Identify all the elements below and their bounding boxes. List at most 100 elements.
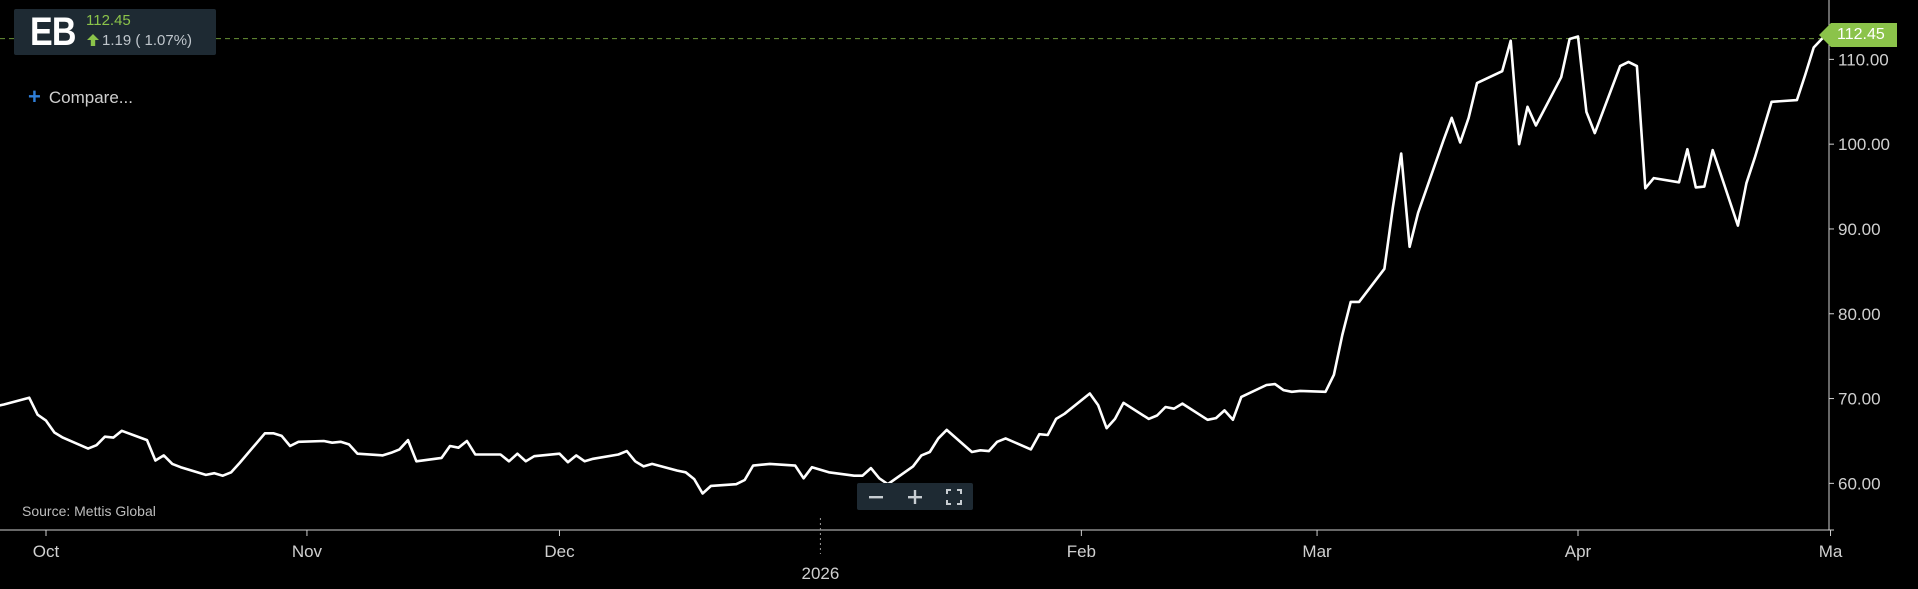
- price-point: [163, 454, 165, 457]
- price-point: [45, 419, 47, 422]
- price-point: [1442, 140, 1445, 142]
- price-point: [440, 457, 443, 459]
- price-point: [1535, 124, 1537, 127]
- price-point: [1030, 448, 1032, 451]
- price-point: [870, 467, 872, 469]
- x-tick-label: Apr: [1565, 542, 1592, 561]
- price-point: [516, 452, 519, 455]
- price-point: [642, 465, 645, 468]
- price-point: [466, 440, 468, 442]
- price-point: [474, 453, 477, 456]
- price-point: [676, 469, 679, 472]
- price-point: [617, 453, 620, 456]
- price-point: [979, 449, 982, 452]
- price-point: [1206, 419, 1209, 421]
- price-point: [1450, 117, 1453, 119]
- compare-button[interactable]: + Compare...: [28, 84, 133, 110]
- price-point: [920, 454, 923, 457]
- price-point: [1560, 76, 1562, 78]
- y-tick-label: 80.00: [1838, 305, 1881, 324]
- price-point: [1501, 70, 1503, 72]
- price-point: [205, 474, 207, 476]
- price-point: [1274, 383, 1276, 385]
- price-point: [297, 441, 300, 443]
- price-point: [238, 462, 241, 464]
- price-point: [171, 463, 174, 465]
- price-point: [861, 474, 864, 477]
- price-point: [1417, 212, 1419, 214]
- price-point: [87, 447, 89, 450]
- price-series-line: [0, 35, 1824, 495]
- x-tick-label: Nov: [292, 542, 323, 561]
- price-point: [1636, 65, 1638, 67]
- price-point: [1400, 152, 1402, 155]
- price-point: [575, 454, 578, 457]
- price-point: [1122, 402, 1125, 404]
- y-tick-label: 60.00: [1838, 474, 1881, 493]
- price-point: [230, 471, 232, 474]
- price-point: [1762, 128, 1764, 131]
- price-point: [1518, 143, 1520, 145]
- price-point: [1299, 390, 1301, 392]
- price-point: [693, 478, 695, 480]
- price-point: [1644, 187, 1647, 190]
- price-change: 1.19 ( 1.07%): [102, 32, 193, 49]
- price-change-row: 1.19 ( 1.07%): [86, 31, 192, 51]
- price-point: [1004, 437, 1007, 440]
- price-point: [407, 439, 409, 441]
- price-point: [1812, 46, 1815, 49]
- fullscreen-icon: [945, 488, 962, 505]
- price-point: [499, 453, 502, 456]
- price-point: [1619, 65, 1621, 67]
- price-point: [154, 459, 157, 462]
- price-point: [811, 466, 813, 469]
- price-series-points: [3, 35, 1823, 495]
- price-point: [743, 479, 746, 481]
- price-point: [1383, 268, 1386, 270]
- price-point: [701, 492, 704, 495]
- price-point: [1594, 132, 1596, 134]
- price-point: [794, 464, 796, 467]
- price-point: [289, 445, 291, 447]
- price-point: [3, 403, 5, 406]
- up-arrow-icon: [87, 34, 99, 46]
- price-point: [1114, 418, 1116, 420]
- price-point: [213, 472, 216, 475]
- price-point: [508, 460, 510, 463]
- price-point: [390, 452, 392, 454]
- x-tick-label: Mar: [1302, 542, 1332, 561]
- price-point: [1392, 207, 1394, 209]
- price-point: [1046, 434, 1049, 436]
- zoom-out-button[interactable]: [861, 485, 891, 509]
- price-point: [28, 396, 31, 399]
- price-point: [802, 477, 805, 480]
- price-point: [592, 458, 594, 460]
- price-point: [1341, 334, 1344, 336]
- fullscreen-button[interactable]: [939, 485, 969, 509]
- price-point: [1232, 419, 1234, 421]
- price-point: [971, 451, 973, 453]
- compare-label: Compare...: [48, 88, 133, 107]
- price-point: [1526, 106, 1529, 108]
- price-point: [583, 460, 586, 463]
- price-point: [634, 460, 636, 463]
- price-point: [1686, 148, 1689, 150]
- price-point: [112, 436, 115, 439]
- price-point: [104, 435, 106, 438]
- zoom-in-button[interactable]: [900, 485, 930, 509]
- price-point: [1754, 156, 1756, 159]
- price-point: [1265, 384, 1268, 386]
- price-point: [1459, 141, 1461, 144]
- price-point: [449, 445, 451, 447]
- price-point: [457, 446, 460, 449]
- price-point: [1240, 396, 1243, 398]
- price-point: [272, 432, 275, 435]
- ticker-summary-panel: EB 112.45 1.19 ( 1.07%): [14, 9, 216, 55]
- price-point: [348, 443, 350, 446]
- price-point: [1358, 301, 1360, 303]
- price-point: [1711, 149, 1714, 151]
- price-point: [1223, 409, 1226, 412]
- price-point: [878, 477, 881, 480]
